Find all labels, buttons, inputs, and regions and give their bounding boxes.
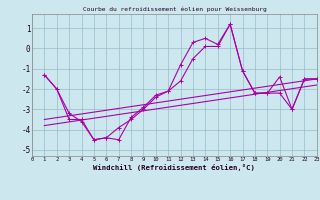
Title: Courbe du refroidissement éolien pour Weissenburg: Courbe du refroidissement éolien pour We…	[83, 7, 266, 12]
X-axis label: Windchill (Refroidissement éolien,°C): Windchill (Refroidissement éolien,°C)	[93, 164, 255, 171]
